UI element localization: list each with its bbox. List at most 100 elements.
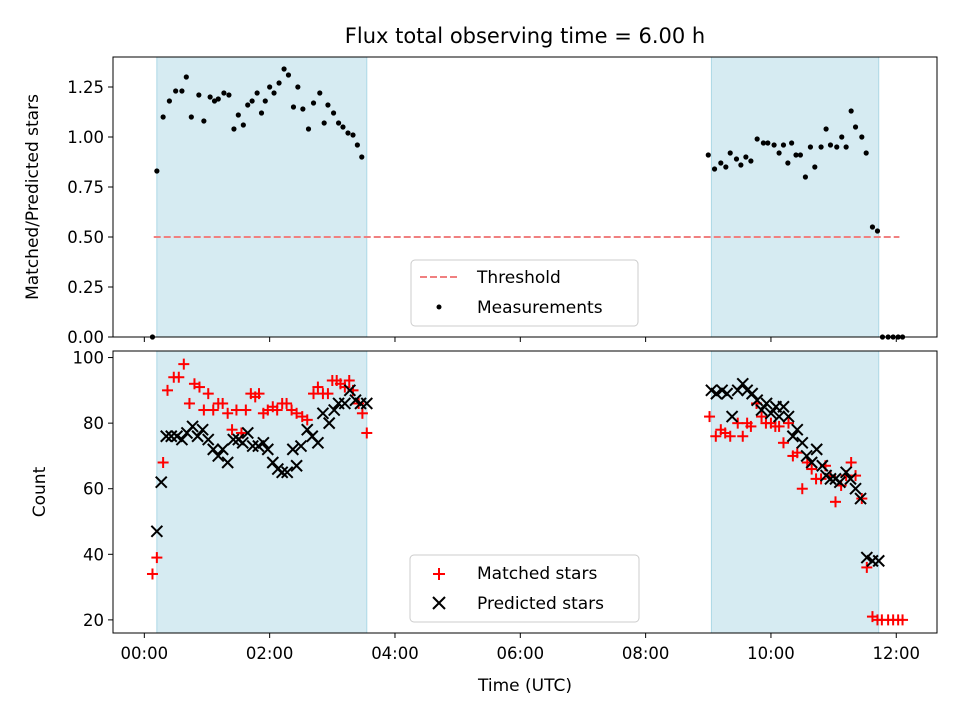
measurement-point: [839, 134, 845, 140]
predicted-star-point-b: [322, 416, 336, 430]
predicted-star-point: [155, 475, 168, 489]
predicted-star-point-b: [294, 439, 308, 453]
measurement-point: [869, 224, 876, 230]
x-axis-label: Time (UTC): [477, 676, 572, 696]
predicted-star-point: [860, 551, 874, 564]
measurement-point: [196, 92, 202, 98]
predicted-star-point-b: [186, 420, 199, 433]
predicted-star-point-b: [725, 410, 739, 423]
predicted-star-point-b: [257, 436, 270, 450]
predicted-star-point-b: [860, 551, 874, 564]
threshold-legend-label: Threshold: [476, 268, 561, 288]
matched-star-point: [756, 411, 768, 423]
matched-star-point: [253, 388, 265, 400]
predicted-star-point-b: [791, 423, 804, 436]
matched-stars-series: [146, 358, 909, 626]
predicted-star-point: [316, 407, 330, 420]
predicted-star-point-b: [800, 449, 813, 463]
predicted-star-point-b: [338, 397, 352, 410]
matched-star-point: [240, 404, 252, 416]
predicted-star-point: [327, 403, 341, 417]
predicted-star-point-b: [872, 554, 885, 568]
top-shaded-intervals: [156, 56, 880, 338]
measurement-point: [240, 122, 246, 128]
predicted-star-point: [175, 433, 189, 446]
predicted-star-point: [736, 377, 749, 390]
predicted-star-point-b: [786, 430, 800, 443]
matched-star-point: [183, 397, 195, 409]
measurement-point: [354, 142, 360, 148]
predicted-star-point: [266, 456, 279, 469]
predicted-star-point-b: [160, 430, 173, 443]
matched-star-point: [301, 414, 313, 426]
bottom-x-tick-label: 12:00: [872, 644, 920, 663]
predicted-star-point-b: [839, 466, 853, 479]
matched-stars-legend-label: Matched stars: [477, 564, 597, 584]
predicted-star-point: [322, 416, 336, 430]
bottom-y-tick-label: 100: [73, 349, 105, 368]
measurement-point: [345, 130, 351, 136]
measurement-point: [776, 150, 782, 156]
predicted-star-point: [800, 449, 813, 463]
predicted-star-point: [755, 403, 768, 417]
predicted-star-point: [710, 387, 723, 400]
top-shaded-interval-0: [156, 56, 368, 338]
matched-star-point: [777, 437, 789, 449]
predicted-star-point-b: [280, 466, 294, 479]
bottom-plot-frame: [112, 350, 938, 634]
measurement-point: [350, 132, 356, 138]
predicted-stars-legend-label: Predicted stars: [477, 594, 604, 614]
matched-star-point: [861, 561, 873, 573]
predicted-star-point-b: [275, 466, 289, 479]
predicted-star-point: [186, 420, 199, 433]
predicted-star-point-b: [760, 397, 773, 410]
predicted-star-point: [777, 400, 790, 413]
top-y-tick-label: 1.25: [67, 78, 104, 97]
matched-star-point: [732, 417, 744, 429]
matched-star-point: [791, 447, 803, 459]
measurement-point: [271, 90, 277, 96]
predicted-star-point-b: [731, 384, 744, 397]
matched-star-point: [850, 470, 862, 482]
measurement-point: [754, 136, 760, 142]
predicted-star-point: [772, 410, 786, 423]
predicted-star-point: [816, 459, 829, 472]
top-plot-frame: [112, 56, 938, 338]
measurement-point: [859, 134, 865, 140]
matched-stars-legend-swatch: [433, 568, 445, 580]
predicted-star-point-b: [227, 433, 240, 446]
measurement-point: [812, 164, 818, 170]
top-shaded-interval-1: [710, 56, 880, 338]
top-x-axis-ticks: [143, 337, 897, 342]
measurement-point: [310, 100, 317, 106]
predicted-star-point: [275, 466, 289, 479]
predicted-star-point-b: [191, 430, 204, 443]
matched-star-point: [815, 473, 827, 485]
measurement-point: [340, 124, 346, 130]
bottom-panel: 20 40 60 80 100 00:00 02:00 04:00 06:00 08:00 10:…: [30, 349, 938, 696]
matched-star-point: [226, 424, 238, 436]
top-y-axis-ticks: 0.00 0.25 0.50 0.75 1.00 1.25: [67, 78, 113, 347]
bottom-y-tick-label: 60: [83, 480, 104, 499]
top-y-tick-label: 0.75: [67, 178, 104, 197]
predicted-star-point-b: [261, 443, 274, 456]
matched-star-point: [222, 407, 234, 419]
measurement-point: [231, 126, 237, 132]
measurement-point: [793, 152, 799, 158]
measurement-point: [235, 112, 241, 118]
measurement-point: [201, 118, 207, 124]
predicted-star-point-b: [212, 449, 225, 463]
measurement-point: [743, 154, 749, 160]
predicted-star-point: [745, 387, 759, 400]
predicted-star-point-b: [755, 403, 768, 417]
bottom-x-tick-label: 06:00: [497, 644, 545, 663]
predicted-star-point: [731, 384, 744, 397]
predicted-star-point: [191, 430, 204, 443]
predicted-star-point: [360, 397, 373, 410]
predicted-star-point: [261, 443, 274, 456]
predicted-star-point-b: [266, 456, 279, 469]
predicted-star-point: [839, 466, 853, 479]
top-y-tick-label: 1.00: [67, 128, 104, 147]
predicted-star-point-b: [720, 387, 734, 400]
bottom-x-tick-label: 04:00: [371, 644, 419, 663]
